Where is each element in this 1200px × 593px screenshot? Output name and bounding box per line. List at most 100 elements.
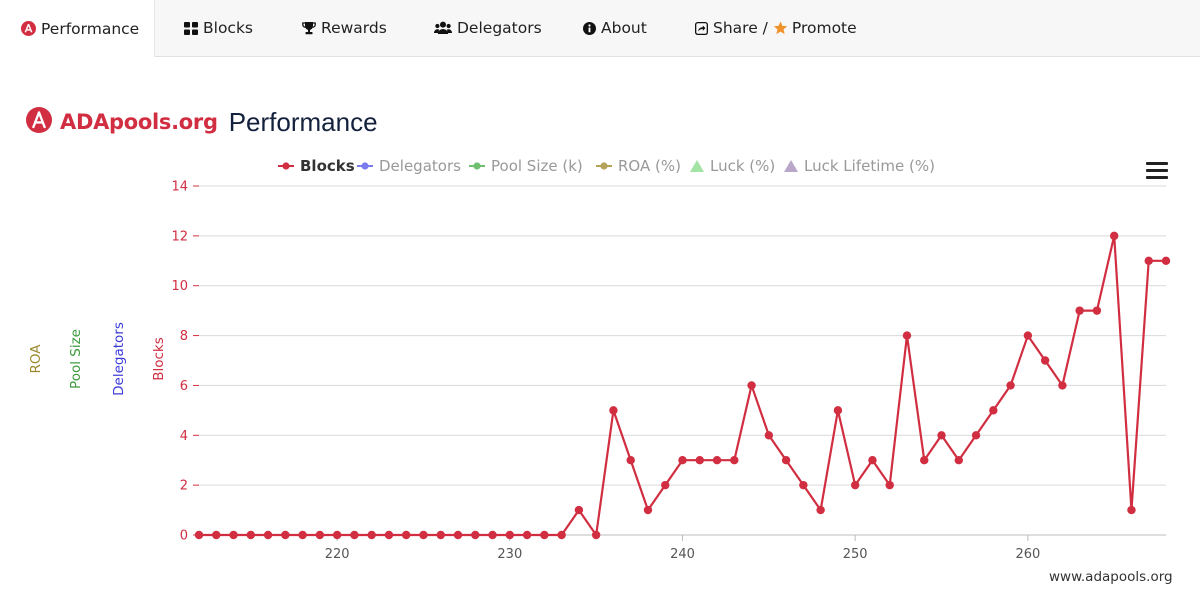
legend-label: Delegators: [379, 157, 461, 175]
hamburger-icon: [1146, 162, 1168, 165]
y-tick-label: 14: [171, 180, 188, 195]
data-point: [453, 530, 463, 540]
tab-label: About: [601, 19, 647, 37]
tab-share-promote[interactable]: Share / Promote: [695, 0, 857, 56]
tab-label: Performance: [41, 19, 140, 38]
legend-marker-icon: [690, 160, 704, 172]
x-tick-label: 230: [497, 547, 522, 562]
star-icon: [773, 21, 788, 35]
tab-label: Rewards: [321, 19, 387, 37]
y-tick-label: 6: [180, 379, 188, 394]
legend-label: Pool Size (k): [491, 157, 583, 175]
data-point: [591, 530, 601, 540]
data-point: [488, 530, 497, 540]
data-point: [747, 381, 756, 390]
y-tick-label: 8: [180, 329, 188, 344]
data-point: [419, 530, 428, 540]
data-point: [868, 456, 877, 465]
legend-marker-icon: [469, 162, 485, 170]
users-icon: [434, 21, 452, 35]
page-title: Performance: [228, 106, 378, 137]
data-point: [643, 505, 653, 515]
data-point: [937, 431, 946, 440]
data-point: [816, 505, 825, 515]
data-point: [954, 456, 963, 465]
data-point: [712, 456, 722, 465]
y-tick-label: 10: [171, 279, 188, 294]
tab-performance[interactable]: Performance: [0, 0, 155, 57]
data-point: [1144, 256, 1153, 265]
data-point: [522, 530, 532, 540]
tab-label: Delegators: [457, 19, 542, 37]
legend-marker-icon: [784, 160, 798, 172]
data-point: [609, 406, 618, 415]
data-point: [1040, 356, 1050, 365]
data-point: [885, 480, 894, 490]
legend-marker-icon: [357, 162, 373, 170]
share-icon: [695, 21, 708, 35]
data-point: [402, 530, 411, 540]
data-point: [1075, 306, 1084, 315]
legend-item-roa[interactable]: ROA (%): [596, 155, 681, 177]
data-point: [850, 480, 860, 490]
data-point: [384, 530, 394, 540]
data-point: [436, 530, 445, 540]
tab-delegators[interactable]: Delegators: [434, 0, 542, 56]
data-point: [350, 530, 359, 540]
brand-header: ADApools.org Performance: [26, 106, 378, 138]
data-point: [194, 530, 204, 540]
data-point: [902, 331, 912, 340]
legend-label: Luck Lifetime (%): [804, 157, 935, 175]
data-point: [540, 530, 549, 540]
adapools-logo-icon: [26, 107, 52, 137]
tab-rewards[interactable]: Rewards: [302, 0, 387, 56]
data-point: [1161, 256, 1171, 265]
y-tick-label: 2: [180, 479, 188, 494]
legend-item-delegators[interactable]: Delegators: [357, 155, 461, 177]
data-point: [263, 530, 273, 540]
data-point: [989, 406, 998, 415]
data-point: [799, 480, 808, 490]
legend-label: Luck (%): [710, 157, 776, 175]
trophy-icon: [302, 21, 316, 35]
legend-item-blocks[interactable]: Blocks: [278, 155, 355, 177]
data-point: [332, 530, 342, 540]
tab-blocks[interactable]: Blocks: [184, 0, 253, 56]
tab-label: Blocks: [203, 19, 253, 37]
adapools-logo-icon: [21, 21, 36, 36]
data-point: [1058, 381, 1067, 390]
share-label: Share /: [713, 19, 768, 37]
info-icon: [583, 21, 596, 35]
data-point: [1109, 231, 1119, 241]
data-point: [505, 530, 515, 540]
data-point: [695, 456, 704, 465]
brand-logo-text[interactable]: ADApools.org: [60, 110, 218, 134]
data-point: [229, 530, 238, 540]
data-point: [1023, 331, 1033, 340]
top-tab-bar: Performance Blocks Rewards Delegators Ab…: [0, 0, 1200, 57]
x-tick-label: 250: [843, 547, 868, 562]
data-point: [212, 530, 221, 540]
data-point: [574, 505, 584, 515]
data-point: [920, 456, 929, 465]
data-point: [781, 456, 791, 465]
data-point: [367, 530, 376, 540]
data-point: [1127, 505, 1136, 515]
y-tick-label: 0: [180, 529, 188, 544]
legend-label: Blocks: [300, 157, 355, 175]
tab-about[interactable]: About: [583, 0, 647, 56]
legend-item-pool-size[interactable]: Pool Size (k): [469, 155, 583, 177]
data-point: [315, 530, 325, 540]
legend-label: ROA (%): [618, 157, 681, 175]
legend-item-luck[interactable]: Luck (%): [690, 155, 775, 177]
y-tick-label: 4: [180, 429, 188, 444]
data-point: [764, 431, 774, 440]
data-point: [661, 480, 670, 490]
chart-credit[interactable]: www.adapools.org: [1049, 569, 1173, 585]
data-point: [1006, 381, 1015, 390]
data-point: [281, 530, 290, 540]
chart-menu-button[interactable]: [1146, 162, 1168, 180]
legend-item-luck-lifetime[interactable]: Luck Lifetime (%): [784, 155, 935, 177]
x-tick-label: 220: [325, 547, 350, 562]
